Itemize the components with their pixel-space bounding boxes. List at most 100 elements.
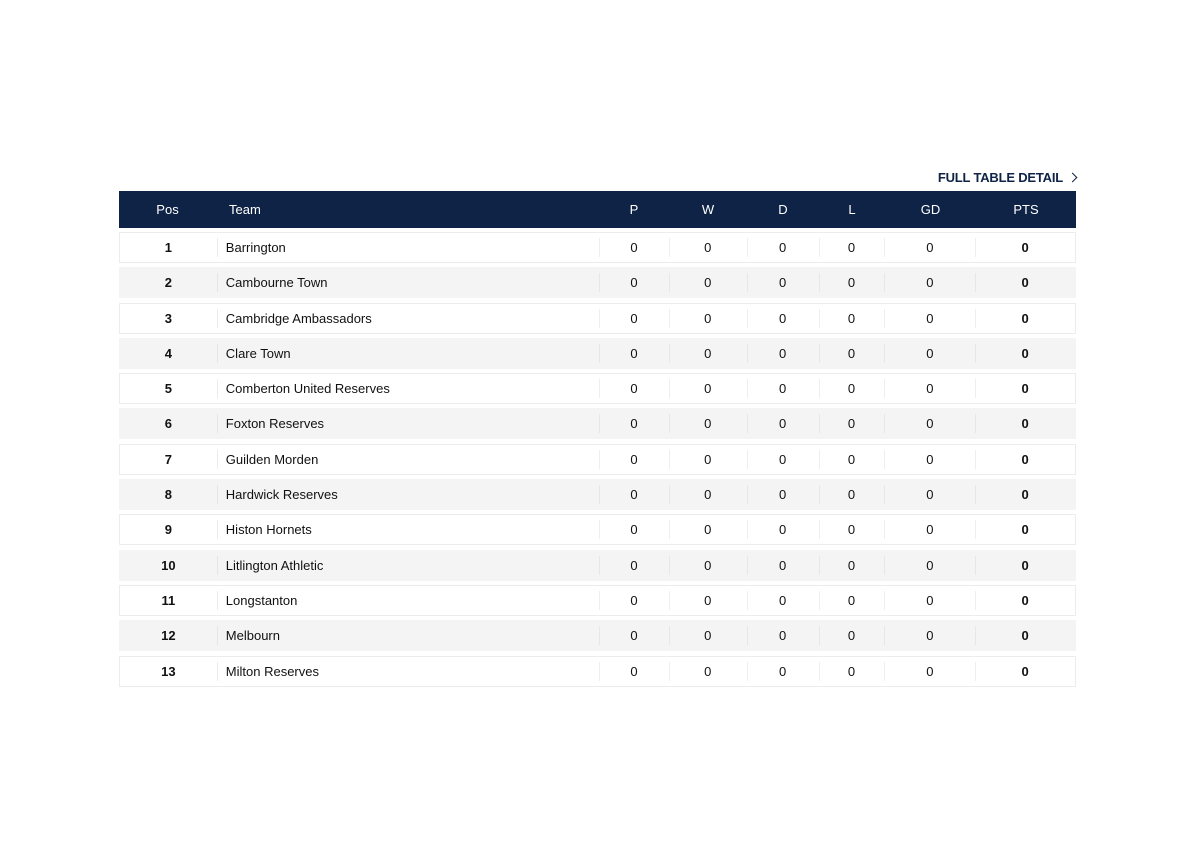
row-played: 0 (599, 480, 669, 509)
row-lost: 0 (818, 374, 885, 403)
row-drawn: 0 (746, 339, 819, 368)
row-goal-difference: 0 (884, 551, 975, 580)
table-body: 1 Barrington 0 0 0 0 0 0 2 Cambourne Town 0 0 0 0 0 0 3 C… (119, 232, 1076, 687)
row-won: 0 (668, 268, 747, 297)
row-pos: 13 (161, 663, 176, 679)
row-played: 0 (599, 515, 669, 544)
row-goal-difference: 0 (884, 268, 975, 297)
row-team-name[interactable]: Comberton United Reserves (216, 374, 599, 403)
row-drawn: 0 (746, 445, 819, 474)
row-won: 0 (668, 657, 747, 686)
row-pos: 10 (161, 557, 176, 573)
header-won: W (701, 202, 715, 217)
row-played: 0 (599, 657, 669, 686)
header-goal-difference: GD (920, 202, 941, 217)
row-points: 0 (975, 304, 1075, 333)
row-lost: 0 (818, 621, 885, 650)
row-drawn: 0 (746, 515, 819, 544)
row-points: 0 (975, 339, 1075, 368)
row-points: 0 (975, 374, 1075, 403)
row-goal-difference: 0 (884, 304, 975, 333)
row-pos: 2 (164, 275, 173, 291)
row-won: 0 (668, 409, 747, 438)
table-row: 3 Cambridge Ambassadors 0 0 0 0 0 0 (119, 302, 1076, 334)
row-lost: 0 (818, 515, 885, 544)
header-pos: Pos (156, 202, 179, 217)
row-won: 0 (668, 480, 747, 509)
full-table-detail-link[interactable]: FULL TABLE DETAIL (937, 169, 1078, 185)
table-row: 9 Histon Hornets 0 0 0 0 0 0 (119, 514, 1076, 546)
row-won: 0 (668, 304, 747, 333)
row-drawn: 0 (746, 304, 819, 333)
row-goal-difference: 0 (884, 586, 975, 615)
row-played: 0 (599, 551, 669, 580)
row-drawn: 0 (746, 233, 819, 262)
row-goal-difference: 0 (884, 409, 975, 438)
table-row: 7 Guilden Morden 0 0 0 0 0 0 (119, 443, 1076, 475)
row-played: 0 (599, 409, 669, 438)
row-points: 0 (975, 551, 1075, 580)
row-pos: 5 (164, 381, 173, 397)
table-header: Pos Team P W D L GD PTS (119, 191, 1076, 228)
table-row: 6 Foxton Reserves 0 0 0 0 0 0 (119, 408, 1076, 440)
row-team-name[interactable]: Litlington Athletic (216, 551, 599, 580)
table-row: 1 Barrington 0 0 0 0 0 0 (119, 232, 1076, 263)
row-team-name[interactable]: Clare Town (216, 339, 599, 368)
row-goal-difference: 0 (884, 480, 975, 509)
row-pos: 7 (164, 451, 173, 467)
row-goal-difference: 0 (884, 374, 975, 403)
row-points: 0 (975, 409, 1075, 438)
table-row: 10 Litlington Athletic 0 0 0 0 0 0 (119, 549, 1076, 581)
row-team-name[interactable]: Guilden Morden (216, 445, 599, 474)
full-table-detail-label: FULL TABLE DETAIL (937, 169, 1063, 185)
header-team: Team (229, 202, 261, 217)
row-team-name[interactable]: Milton Reserves (216, 657, 599, 686)
row-pos: 12 (161, 628, 176, 644)
row-played: 0 (599, 268, 669, 297)
row-drawn: 0 (746, 268, 819, 297)
row-points: 0 (975, 657, 1075, 686)
row-pos: 4 (164, 345, 173, 361)
table-row: 4 Clare Town 0 0 0 0 0 0 (119, 337, 1076, 369)
row-drawn: 0 (746, 551, 819, 580)
row-lost: 0 (818, 551, 885, 580)
row-team-name[interactable]: Histon Hornets (216, 515, 599, 544)
row-drawn: 0 (746, 657, 819, 686)
row-played: 0 (599, 233, 669, 262)
row-played: 0 (599, 339, 669, 368)
row-team-name[interactable]: Hardwick Reserves (216, 480, 599, 509)
row-drawn: 0 (746, 480, 819, 509)
row-lost: 0 (818, 586, 885, 615)
row-lost: 0 (818, 445, 885, 474)
row-team-name[interactable]: Longstanton (216, 586, 599, 615)
row-won: 0 (668, 551, 747, 580)
row-team-name[interactable]: Melbourn (216, 621, 599, 650)
row-won: 0 (668, 445, 747, 474)
row-points: 0 (975, 268, 1075, 297)
row-lost: 0 (818, 233, 885, 262)
header-played: P (629, 202, 639, 217)
row-drawn: 0 (746, 409, 819, 438)
row-team-name[interactable]: Cambridge Ambassadors (216, 304, 599, 333)
row-goal-difference: 0 (884, 621, 975, 650)
row-points: 0 (975, 233, 1075, 262)
row-points: 0 (975, 480, 1075, 509)
row-won: 0 (668, 515, 747, 544)
row-played: 0 (599, 445, 669, 474)
row-team-name[interactable]: Cambourne Town (216, 268, 599, 297)
row-lost: 0 (818, 304, 885, 333)
row-team-name[interactable]: Foxton Reserves (216, 409, 599, 438)
row-lost: 0 (818, 409, 885, 438)
row-played: 0 (599, 304, 669, 333)
row-won: 0 (668, 339, 747, 368)
row-drawn: 0 (746, 586, 819, 615)
row-points: 0 (975, 515, 1075, 544)
row-lost: 0 (818, 480, 885, 509)
row-won: 0 (668, 586, 747, 615)
row-won: 0 (668, 374, 747, 403)
row-team-name[interactable]: Barrington (216, 233, 599, 262)
row-played: 0 (599, 621, 669, 650)
table-row: 2 Cambourne Town 0 0 0 0 0 0 (119, 267, 1076, 299)
row-goal-difference: 0 (884, 515, 975, 544)
